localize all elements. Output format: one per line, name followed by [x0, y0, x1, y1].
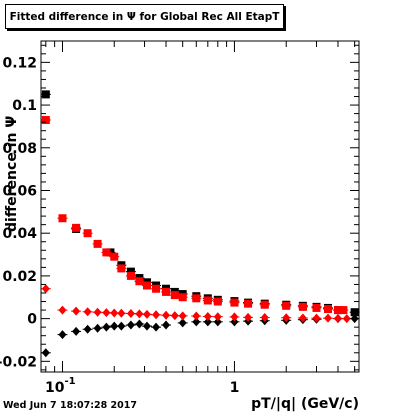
- y-axis-label: difference in Ψ: [4, 115, 20, 232]
- data-point-diamond: [93, 323, 102, 333]
- data-point-diamond: [230, 317, 239, 327]
- data-point-square: [135, 277, 144, 286]
- data-point-square: [152, 284, 161, 293]
- data-point-diamond: [102, 308, 111, 318]
- data-point-diamond: [110, 321, 119, 331]
- data-point-diamond: [152, 322, 161, 332]
- data-point-diamond: [162, 320, 171, 330]
- data-point-square: [312, 303, 321, 312]
- data-point-square: [41, 116, 50, 125]
- data-point-square: [244, 299, 253, 308]
- data-point-diamond: [58, 305, 67, 315]
- data-point-diamond: [152, 310, 161, 320]
- y-tick-label: 0.08: [2, 141, 37, 157]
- data-point-diamond: [117, 308, 126, 318]
- series-group: [40, 116, 349, 315]
- data-point-diamond: [170, 311, 179, 321]
- data-point-diamond: [260, 313, 269, 323]
- y-tick-label: 0.02: [2, 269, 37, 285]
- data-point-square: [203, 296, 212, 305]
- data-point-diamond: [93, 307, 102, 317]
- data-point-diamond: [162, 310, 171, 320]
- data-point-diamond: [203, 317, 212, 327]
- data-point-diamond: [282, 313, 291, 323]
- x-axis-label: pT/|q| (GeV/c): [251, 396, 359, 412]
- data-point-diamond: [135, 319, 144, 329]
- data-point-diamond: [333, 313, 342, 323]
- data-point-diamond: [213, 317, 222, 327]
- data-point-diamond: [298, 313, 307, 323]
- data-point-diamond: [178, 318, 187, 328]
- data-point-square: [260, 300, 269, 309]
- data-point-square: [72, 223, 81, 232]
- data-point-square: [126, 271, 135, 280]
- data-point-square: [282, 301, 291, 310]
- data-point-square: [170, 291, 179, 300]
- data-point-diamond: [192, 317, 201, 327]
- data-point-square: [178, 293, 187, 302]
- data-point-square: [93, 239, 102, 248]
- data-point-diamond: [203, 311, 212, 321]
- data-point-square: [324, 305, 333, 314]
- series-group: [40, 90, 360, 317]
- data-point-diamond: [110, 308, 119, 318]
- data-point-diamond: [192, 311, 201, 321]
- data-point-diamond: [142, 309, 151, 319]
- data-point-diamond: [324, 313, 333, 323]
- series-group: [40, 284, 352, 324]
- y-tick-label: 0.06: [2, 183, 37, 199]
- y-tick-label: 0.04: [2, 226, 37, 242]
- data-point-diamond: [213, 312, 222, 322]
- y-tick-label: 0: [27, 312, 37, 328]
- data-point-diamond: [102, 322, 111, 332]
- data-point-diamond: [117, 321, 126, 331]
- data-point-diamond: [126, 308, 135, 318]
- data-point-diamond: [142, 321, 151, 331]
- series-group: [40, 314, 360, 358]
- data-point-diamond: [83, 324, 92, 334]
- data-point-square: [192, 294, 201, 303]
- data-point-diamond: [342, 314, 351, 324]
- data-point-diamond: [41, 284, 50, 294]
- data-point-diamond: [135, 309, 144, 319]
- data-point-square: [162, 287, 171, 296]
- data-point-diamond: [72, 326, 81, 336]
- data-point-square: [298, 302, 307, 311]
- data-point-square: [83, 229, 92, 238]
- data-point-diamond: [244, 312, 253, 322]
- data-point-square: [117, 264, 126, 273]
- data-point-square: [126, 267, 135, 276]
- y-tick-label: 0.1: [12, 98, 37, 114]
- data-point-square: [102, 248, 111, 257]
- data-point-square: [333, 306, 342, 315]
- y-tick-label: 0.12: [2, 55, 37, 71]
- data-point-square: [58, 214, 67, 223]
- y-tick-label: -0.02: [0, 354, 37, 370]
- data-point-diamond: [230, 312, 239, 322]
- data-point-square: [230, 298, 239, 307]
- data-point-square: [350, 308, 359, 317]
- chart-title: Fitted difference in Ψ for Global Rec Al…: [9, 11, 280, 23]
- x-tick-label-exponent: -1: [64, 376, 75, 387]
- data-point-square: [110, 252, 119, 261]
- data-point-square: [213, 297, 222, 306]
- data-point-square: [142, 281, 151, 290]
- data-point-square: [41, 90, 50, 99]
- data-point-diamond: [126, 320, 135, 330]
- series-layer: [40, 90, 360, 358]
- data-point-diamond: [83, 307, 92, 317]
- data-point-square: [339, 306, 348, 315]
- x-tick-label: 10: [45, 380, 65, 396]
- data-point-diamond: [72, 306, 81, 316]
- data-point-diamond: [178, 311, 187, 321]
- data-point-diamond: [58, 330, 67, 340]
- timestamp: Wed Jun 7 18:07:28 2017: [3, 400, 137, 411]
- plot-frame: [40, 40, 360, 373]
- data-point-diamond: [312, 313, 321, 323]
- chart-title-box: Fitted difference in Ψ for Global Rec Al…: [5, 4, 284, 29]
- axis-layer: -0.02 0 0.02 0.04 0.06 0.08 0.1 0.12 10 -1 1: [0, 41, 359, 396]
- x-tick-label: 1: [230, 380, 240, 396]
